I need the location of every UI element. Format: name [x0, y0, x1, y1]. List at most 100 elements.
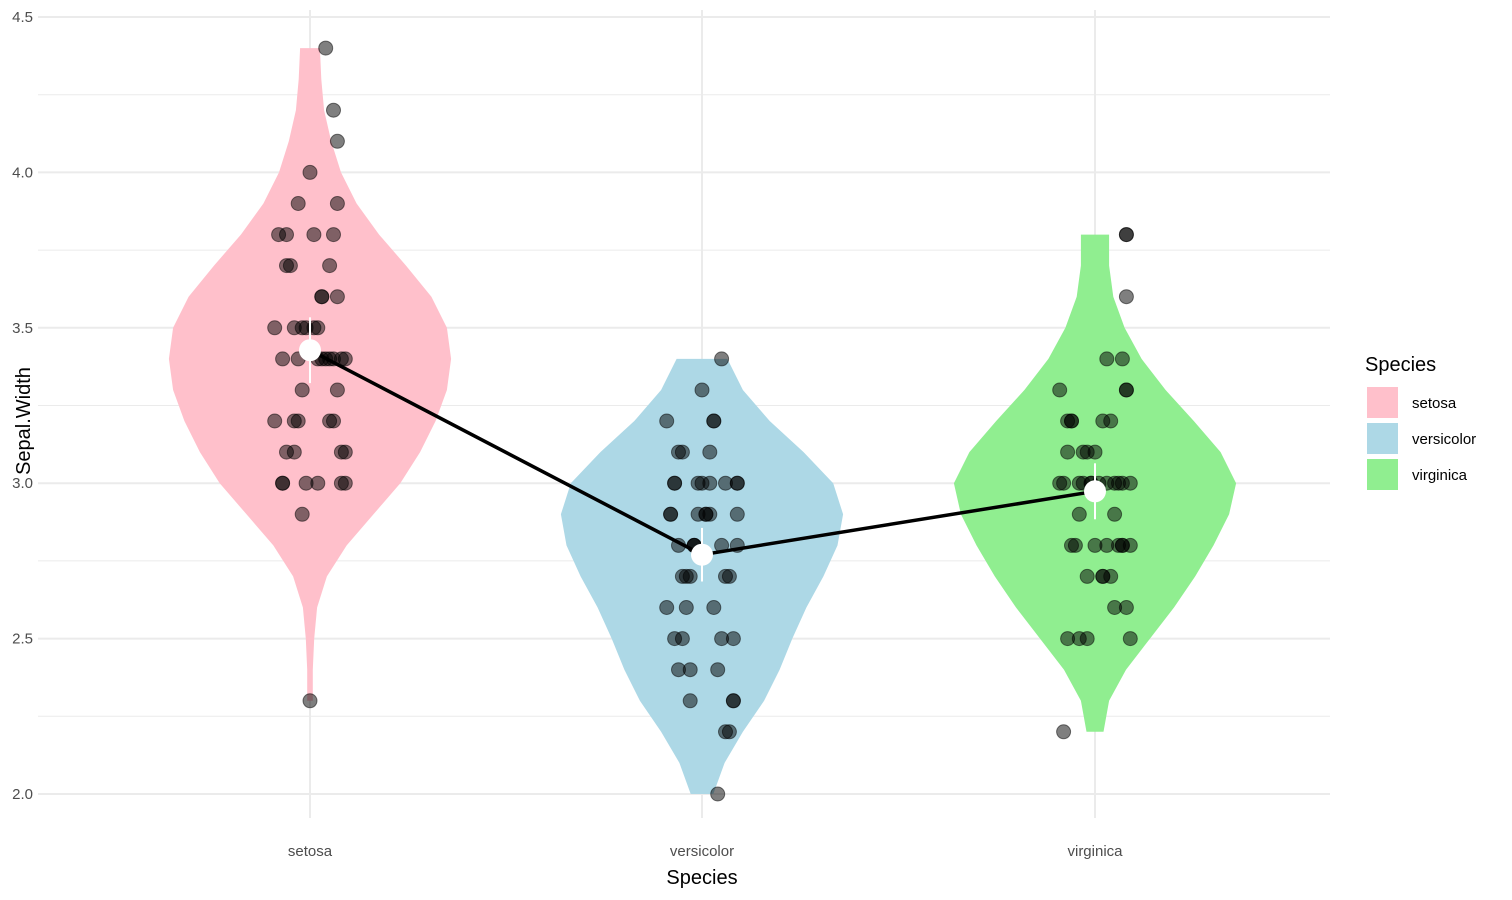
data-point-setosa [302, 164, 318, 180]
legend-label-setosa: setosa [1412, 395, 1457, 412]
data-point-virginica [1107, 600, 1123, 615]
data-point-virginica [1060, 444, 1076, 460]
data-point-virginica [1071, 631, 1087, 647]
data-point-virginica [1107, 475, 1123, 491]
legend: Species setosa versicolor virginica [1365, 354, 1476, 490]
data-point-versicolor [678, 600, 694, 615]
data-point-versicolor [725, 693, 741, 709]
data-point-setosa [326, 102, 341, 118]
data-point-versicolor [682, 662, 698, 678]
data-point-setosa [322, 258, 338, 274]
data-point-setosa [310, 320, 326, 336]
data-point-versicolor [714, 351, 730, 367]
data-point-versicolor [721, 724, 737, 740]
y-tick-label: 2.5 [12, 631, 33, 648]
data-point-setosa [322, 413, 338, 429]
data-point-virginica [1064, 537, 1079, 553]
data-point-virginica [1079, 568, 1095, 584]
y-tick-label: 3.5 [12, 320, 33, 337]
data-point-virginica [1095, 413, 1111, 429]
data-point-setosa [329, 196, 345, 211]
data-point-setosa [290, 196, 306, 211]
data-point-setosa [298, 475, 314, 491]
data-point-virginica [1095, 568, 1111, 584]
mean-layer [299, 317, 1106, 582]
data-point-virginica [1107, 506, 1123, 522]
data-point-setosa [329, 382, 345, 398]
data-point-versicolor [659, 600, 675, 615]
data-point-setosa [275, 351, 291, 367]
data-point-setosa [329, 289, 345, 305]
data-point-setosa [314, 289, 330, 305]
data-point-versicolor [706, 413, 722, 429]
data-point-versicolor [729, 475, 745, 491]
x-tick-label-setosa: setosa [288, 843, 333, 860]
data-point-versicolor [714, 631, 730, 647]
data-point-setosa [333, 475, 349, 491]
data-point-setosa [318, 40, 334, 56]
data-point-setosa [329, 133, 345, 149]
legend-label-virginica: virginica [1412, 467, 1468, 484]
data-point-virginica [1099, 351, 1115, 367]
data-point-versicolor [694, 382, 710, 398]
data-point-versicolor [706, 600, 722, 615]
mean-marker-versicolor [691, 543, 713, 566]
data-point-virginica [1071, 506, 1087, 522]
data-point-setosa [279, 227, 294, 243]
data-point-setosa [267, 413, 283, 429]
legend-label-versicolor: versicolor [1412, 431, 1476, 448]
data-point-setosa [279, 444, 294, 460]
data-point-virginica [1122, 631, 1138, 647]
data-point-setosa [282, 258, 298, 274]
data-point-setosa [275, 475, 291, 491]
data-point-versicolor [667, 475, 683, 491]
data-point-versicolor [671, 444, 686, 460]
data-point-setosa [286, 413, 302, 429]
data-point-versicolor [667, 631, 683, 647]
data-point-setosa [267, 320, 283, 336]
data-point-virginica [1114, 351, 1130, 367]
data-point-virginica [1114, 537, 1130, 553]
legend-key-setosa [1367, 387, 1398, 418]
data-point-virginica [1075, 444, 1091, 460]
data-point-setosa [306, 227, 322, 243]
y-tick-label: 4.0 [12, 164, 33, 181]
data-point-versicolor [702, 475, 718, 491]
legend-key-versicolor [1367, 423, 1398, 454]
y-axis-title: Sepal.Width [13, 367, 35, 475]
data-point-virginica [1118, 382, 1134, 398]
data-point-virginica [1056, 475, 1072, 491]
axis-layer: 2.0 2.5 3.0 3.5 4.0 4.5 setosa versicolor virgin… [12, 9, 1123, 860]
data-point-virginica [1052, 382, 1068, 398]
data-point-setosa [294, 320, 310, 336]
y-tick-label: 3.0 [12, 475, 33, 492]
data-point-versicolor [729, 506, 745, 522]
data-point-virginica [1064, 413, 1079, 429]
legend-title: Species [1365, 354, 1436, 376]
y-tick-label: 4.5 [12, 9, 33, 26]
data-point-setosa [294, 506, 310, 522]
data-point-versicolor [674, 568, 690, 584]
y-tick-label: 2.0 [12, 786, 33, 803]
data-point-virginica [1118, 227, 1134, 243]
data-point-versicolor [710, 662, 726, 678]
data-point-versicolor [682, 693, 698, 709]
data-point-versicolor [702, 444, 718, 460]
data-point-versicolor [659, 413, 675, 429]
data-point-setosa [294, 382, 310, 398]
x-axis-title: Species [666, 867, 737, 889]
data-point-virginica [1056, 724, 1072, 740]
legend-key-virginica [1367, 459, 1398, 490]
data-point-setosa [302, 693, 318, 709]
data-point-versicolor [698, 506, 714, 522]
data-point-versicolor [663, 506, 679, 522]
data-point-versicolor [710, 786, 726, 802]
data-point-setosa [326, 227, 341, 243]
mean-marker-setosa [299, 339, 321, 362]
data-point-setosa [337, 351, 353, 367]
data-point-virginica [1122, 475, 1138, 491]
x-tick-label-virginica: virginica [1067, 843, 1123, 860]
data-point-versicolor [718, 568, 733, 584]
